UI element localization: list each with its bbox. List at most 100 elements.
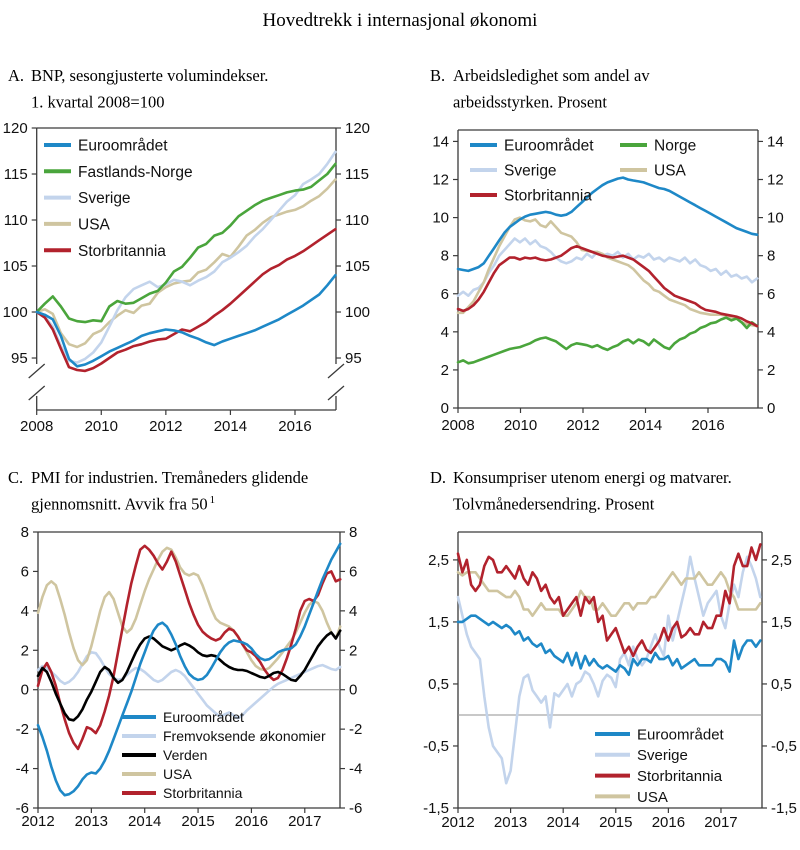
- panel-heading-b: B. Arbeidsledighet som andel av arbeidsst…: [430, 64, 800, 114]
- panel-title-c-line2: gjennomsnitt. Avvik fra 50: [31, 494, 208, 514]
- panel-title-d-line2: Tolvmånedersendring. Prosent: [453, 494, 655, 514]
- x-tick-label: 2014: [128, 813, 161, 830]
- y-tick-label: 95: [345, 350, 362, 367]
- y-tick-label: 0,5: [771, 676, 792, 693]
- legend-label-norge: Norge: [654, 138, 696, 155]
- panel-letter-b: B.: [430, 66, 446, 85]
- y-tick-label: 110: [345, 212, 369, 229]
- y-tick-label: 0: [21, 682, 29, 699]
- legend-label-storbritannia: Storbritannia: [78, 243, 166, 260]
- y-tick-label: 4: [441, 324, 449, 341]
- plot-frame: -6 -6 -4 -4 -2 -2 0 0 2 2 4 4 6 6 8 8 2012 2013 2014 2015 20…: [16, 524, 363, 830]
- y-tick-label: 6: [21, 563, 29, 580]
- panel-heading-c: C. PMI for industrien. Tremåneders glide…: [8, 466, 388, 516]
- panel-title-b-line1: Arbeidsledighet som andel av: [453, 66, 650, 85]
- series-line-norge: [456, 316, 759, 365]
- series-line-sverige: [456, 237, 759, 297]
- legend-label-sverige: Sverige: [637, 747, 688, 764]
- y-tick-label: 10: [432, 210, 449, 227]
- legend-label-usa: USA: [637, 789, 668, 806]
- y-tick-label: 0: [767, 400, 775, 417]
- y-tick-label: -6: [349, 800, 362, 817]
- axis-break-mark: [28, 385, 46, 401]
- y-tick-label: 1,5: [428, 614, 449, 631]
- y-tick-label: 4: [349, 603, 357, 620]
- legend-label-euroomr-det: Euroområdet: [78, 138, 168, 155]
- chart-unemployment: 0 0 2 2 4 4 6 6 8 8 10 10 12 12 14 14 2008 2010 2012 2014 20…: [432, 129, 784, 434]
- plot-frame: -1,5 -1,5 -0,5 -0,5 0,5 0,5 1,5 1,5 2,5 2,5 2012 20…: [423, 531, 797, 831]
- y-tick-label: 4: [767, 324, 775, 341]
- legend-label-euroomr-det: Euroområdet: [163, 709, 244, 725]
- y-tick-label: 0: [349, 682, 357, 699]
- y-tick-label: 2: [441, 362, 449, 379]
- axis-break-mark: [28, 363, 46, 379]
- panel-title-c: PMI for industrien. Tremåneders glidende…: [31, 466, 308, 516]
- x-tick-label: 2012: [149, 418, 182, 435]
- y-tick-label: 115: [4, 166, 28, 183]
- panel-title-d-line1: Konsumpriser utenom energi og matvarer.: [453, 468, 732, 487]
- axis-break-mark: [327, 385, 345, 401]
- y-tick-label: 8: [767, 248, 775, 265]
- legend-label-euroomr-det: Euroområdet: [504, 138, 594, 155]
- y-tick-label: -6: [16, 800, 29, 817]
- x-tick-label: 2013: [494, 814, 527, 831]
- y-tick-label: -0,5: [423, 738, 449, 755]
- y-tick-label: -4: [349, 761, 362, 778]
- y-tick-label: 8: [21, 524, 29, 541]
- legend-label-euroomr-det: Euroområdet: [637, 726, 725, 743]
- panel-heading-d: D. Konsumpriser utenom energi og matvare…: [430, 466, 800, 516]
- legend-label-storbritannia: Storbritannia: [504, 188, 592, 205]
- x-tick-label: 2012: [441, 814, 474, 831]
- x-tick-label: 2010: [504, 417, 537, 434]
- panel-heading-a: A. BNP, sesongjusterte volumindekser. 1. …: [8, 64, 388, 114]
- y-tick-label: 2: [21, 642, 29, 659]
- legend-label-fremvoksende-konomier: Fremvoksende økonomier: [163, 728, 326, 744]
- y-tick-label: -2: [16, 721, 29, 738]
- y-tick-label: 95: [11, 350, 28, 367]
- legend-label-verden: Verden: [163, 747, 207, 763]
- x-tick-label: 2008: [441, 417, 474, 434]
- y-tick-label: 12: [432, 172, 449, 189]
- series-line-euroomr-det: [35, 273, 337, 368]
- legend-label-sverige: Sverige: [78, 190, 131, 207]
- x-tick-label: 2017: [288, 813, 321, 830]
- x-tick-label: 2010: [85, 418, 118, 435]
- chart-bnp: 95 95 100 100 105 105 110 110 115 115 120 120 2008 20…: [3, 120, 370, 435]
- x-tick-label: 2017: [704, 814, 737, 831]
- x-tick-label: 2014: [547, 814, 580, 831]
- chart-cpi: -1,5 -1,5 -0,5 -0,5 0,5 0,5 1,5 1,5 2,5 2,5 2012 20…: [423, 531, 797, 831]
- plot-frame: 95 95 100 100 105 105 110 110 115 115 120 120 2008 20…: [3, 120, 370, 435]
- x-tick-label: 2015: [181, 813, 214, 830]
- series-line-euroomr-det: [36, 542, 342, 797]
- y-tick-label: 10: [767, 210, 784, 227]
- legend-label-storbritannia: Storbritannia: [163, 785, 243, 801]
- legend-label-storbritannia: Storbritannia: [637, 768, 723, 785]
- series-line-storbritannia: [456, 244, 759, 328]
- y-tick-label: 110: [4, 212, 28, 229]
- panel-title-b: Arbeidsledighet som andel av arbeidsstyrk…: [453, 64, 650, 114]
- y-tick-label: 2: [349, 642, 357, 659]
- y-tick-label: 4: [21, 603, 29, 620]
- series-line-euroomr-det: [456, 176, 759, 273]
- panel-letter-a: A.: [8, 66, 25, 85]
- legend: Euroområdet Sverige Storbritannia USA: [595, 726, 725, 806]
- x-tick-label: 2016: [278, 418, 311, 435]
- panel-title-d: Konsumpriser utenom energi og matvarer. T…: [453, 466, 732, 516]
- series-line-usa: [456, 570, 762, 617]
- y-tick-label: 8: [441, 248, 449, 265]
- legend-label-usa: USA: [163, 766, 192, 782]
- panel-letter-c: C.: [8, 468, 24, 487]
- legend-label-fastlands-norge: Fastlands-Norge: [78, 164, 193, 181]
- series-line-storbritannia: [35, 227, 337, 373]
- x-tick-label: 2013: [75, 813, 108, 830]
- legend: Euroområdet Fastlands-Norge Sverige USA Stor…: [44, 138, 193, 260]
- figure-title: Hovedtrekk i internasjonal økonomi: [262, 10, 538, 31]
- y-tick-label: -1,5: [423, 800, 449, 817]
- y-tick-label: 14: [767, 133, 784, 150]
- series-line-usa: [36, 546, 342, 672]
- y-tick-label: 12: [767, 172, 784, 189]
- y-tick-label: -4: [16, 761, 29, 778]
- y-tick-label: 2: [767, 362, 775, 379]
- y-tick-label: 6: [767, 286, 775, 303]
- series-line-sverige: [456, 555, 762, 785]
